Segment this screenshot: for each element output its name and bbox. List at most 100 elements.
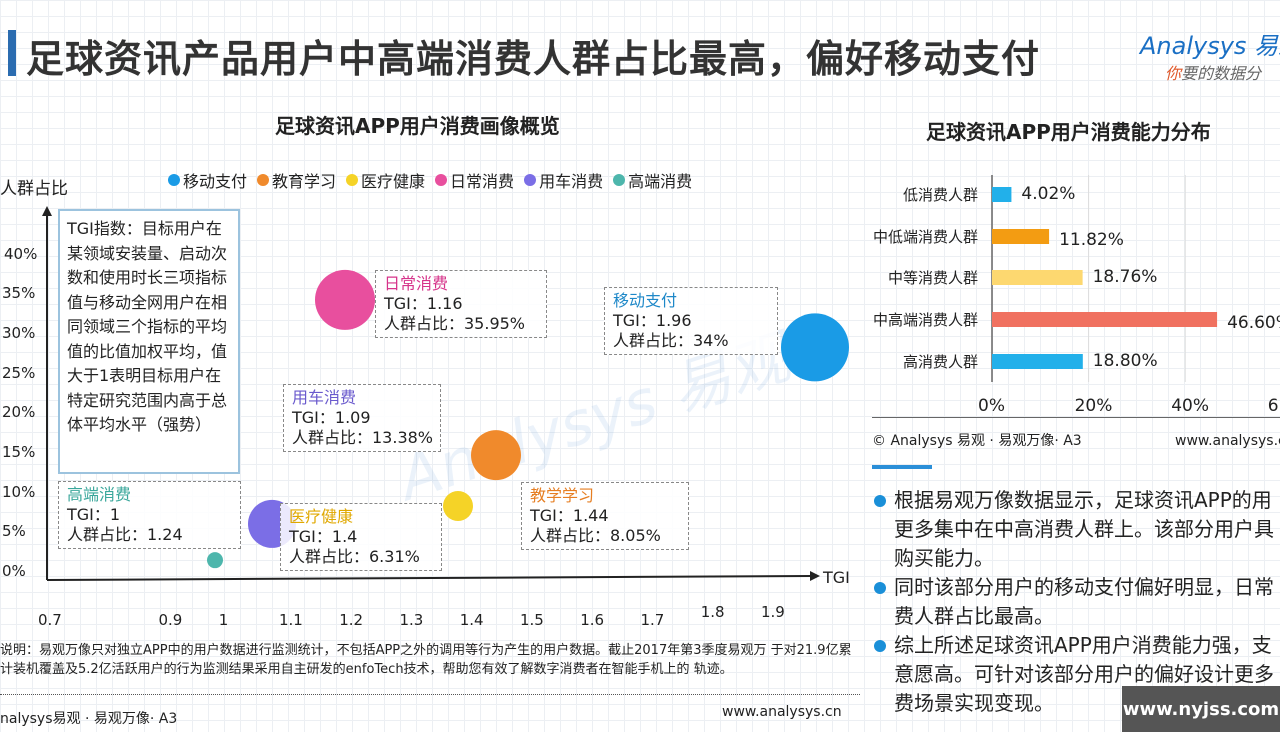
data-annotation: 日常消费 TGI：1.16 人群占比：35.95% — [375, 270, 547, 338]
bar-value-label: 46.60% — [1227, 313, 1280, 333]
legend-item: 医疗健康 — [346, 168, 425, 192]
bar-category-label: 中低端消费人群 — [872, 228, 978, 246]
annotation-tgi: TGI：1.96 — [613, 311, 692, 330]
bubble-2 — [443, 490, 473, 521]
x-tick-label: 1.5 — [520, 611, 544, 629]
bar-3 — [992, 312, 1218, 327]
logo-tagline: 你要的数据分 — [1165, 64, 1262, 83]
legend-label: 医疗健康 — [361, 172, 426, 191]
y-axis-arrow — [42, 206, 52, 216]
divider — [872, 417, 1280, 418]
legend-marker-icon — [524, 174, 537, 186]
legend-marker-icon — [168, 174, 180, 186]
y-tick-label: 0% — [2, 562, 26, 580]
annotation-share: 人群占比：1.24 — [67, 525, 183, 544]
annotation-name: 高端消费 — [67, 485, 132, 504]
x-tick-label: 1.1 — [279, 611, 303, 629]
x-tick-label: 1.8 — [700, 603, 725, 621]
annotation-tgi: TGI：1 — [67, 505, 121, 524]
y-tick-label: 30% — [2, 324, 36, 343]
bullet-icon — [874, 495, 886, 507]
data-annotation: 教学学习 TGI：1.44 人群占比：8.05% — [521, 482, 689, 550]
annotation-name: 用车消费 — [292, 388, 357, 407]
annotation-share: 人群占比：8.05% — [530, 526, 661, 545]
bubble-1 — [471, 430, 521, 481]
bar-value-label: 11.82% — [1059, 230, 1124, 250]
data-annotation: 移动支付 TGI：1.96 人群占比：34% — [604, 287, 778, 355]
bullet-icon — [874, 582, 886, 594]
annotation-tgi: TGI：1.16 — [384, 294, 463, 313]
y-tick-label: 5% — [2, 522, 26, 541]
x-axis-label: TGI — [823, 568, 850, 587]
bullet-icon — [874, 640, 886, 652]
y-tick-label: 25% — [2, 363, 36, 382]
y-tick-label: 35% — [2, 284, 36, 303]
x-tick-label: 1.3 — [399, 611, 424, 629]
legend-marker-icon — [346, 174, 359, 186]
bubble-3 — [315, 269, 375, 330]
annotation-share: 人群占比：34% — [613, 331, 729, 350]
bubble-0 — [781, 313, 849, 382]
legend-label: 教育学习 — [272, 172, 337, 191]
legend-item: 日常消费 — [435, 168, 514, 192]
legend-item: 教育学习 — [257, 168, 336, 192]
scatter-chart-title: 足球资讯APP用户消费画像概览 — [275, 114, 560, 138]
y-tick-label: 15% — [2, 443, 36, 462]
annotation-share: 人群占比：6.31% — [289, 547, 420, 566]
bar-x-tick-label: 40% — [1171, 396, 1209, 416]
bar-chart — [991, 175, 1218, 382]
bullet-item: 同时该部分用户的移动支付偏好明显，日常 费人群占比最高。 — [872, 573, 1280, 631]
x-tick-label: 0.7 — [38, 611, 62, 629]
bar-x-tick-label: 6 — [1267, 396, 1279, 416]
x-tick-label: 1.9 — [761, 603, 785, 621]
source-right: © Analysys 易观 · 易观万像· A3 — [872, 433, 1082, 449]
bar-x-tick-label: 0% — [978, 396, 1005, 416]
divider — [0, 694, 860, 695]
x-tick-label: 0.9 — [158, 611, 183, 629]
annotation-tgi: TGI：1.4 — [289, 527, 358, 546]
bar-value-label: 4.02% — [1021, 184, 1076, 204]
bar-category-label: 高消费人群 — [902, 353, 978, 371]
title-accent-bar — [8, 30, 16, 76]
bar-category-label: 中高端消费人群 — [872, 311, 978, 329]
y-axis-label: 人群占比 — [0, 179, 68, 199]
tgi-definition-box: TGI指数：目标用户在某领域安装量、启动次数和使用时长三项指标值与移动全网用户在… — [58, 209, 240, 474]
y-tick-label: 10% — [2, 482, 36, 501]
bubble-5 — [207, 552, 223, 569]
bullet-item: 综上所述足球资讯APP用户消费能力强，支 意愿高。可针对该部分用户的偏好设计更多… — [872, 631, 1280, 718]
legend-label: 日常消费 — [450, 172, 515, 191]
legend-label: 高端消费 — [628, 172, 693, 191]
x-axis-arrow — [810, 571, 820, 581]
legend-label: 用车消费 — [539, 172, 604, 191]
y-tick-label: 40% — [4, 244, 38, 263]
annotation-share: 人群占比：13.38% — [292, 428, 434, 447]
analysys-logo: Analysys 易观 — [1140, 32, 1280, 60]
x-tick-label: 1.7 — [640, 611, 665, 629]
legend-marker-icon — [257, 174, 270, 186]
bar-4 — [992, 354, 1083, 369]
bar-1 — [992, 229, 1050, 244]
legend-item: 高端消费 — [613, 168, 692, 192]
bar-chart-title: 足球资讯APP用户消费能力分布 — [926, 120, 1211, 144]
annotation-name: 移动支付 — [613, 291, 678, 310]
x-tick-label: 1 — [218, 611, 229, 629]
data-annotation: 用车消费 TGI：1.09 人群占比：13.38% — [283, 384, 441, 452]
bar-value-label: 18.80% — [1092, 351, 1158, 371]
footnote: 说明：易观万像只对独立APP中的用户数据进行监测统计，不包括APP之外的调用等行… — [0, 643, 852, 677]
bar-category-label: 中等消费人群 — [887, 269, 978, 287]
scatter-chart — [42, 206, 849, 581]
annotation-tgi: TGI：1.09 — [292, 408, 371, 427]
scatter-legend: 移动支付 教育学习 医疗健康 日常消费 用车消费 高端消费 — [168, 168, 692, 192]
page-title: 足球资讯产品用户中高端消费人群占比最高，偏好移动支付 — [26, 37, 1041, 81]
legend-marker-icon — [613, 174, 626, 186]
bar-category-label: 低消费人群 — [902, 186, 978, 204]
x-tick-label: 1.2 — [339, 611, 364, 629]
data-annotation: 高端消费 TGI：1 人群占比：1.24 — [58, 481, 241, 549]
data-annotation: 医疗健康 TGI：1.4 人群占比：6.31% — [280, 503, 442, 571]
annotation-name: 医疗健康 — [289, 507, 354, 526]
site-watermark: www.nyjss.com — [1122, 686, 1280, 732]
bullet-item: 根据易观万像数据显示，足球资讯APP的用 更多集中在中高消费人群上。该部分用户具… — [872, 486, 1280, 573]
bar-x-tick-label: 20% — [1074, 396, 1113, 416]
legend-marker-icon — [435, 174, 448, 186]
y-tick-label: 20% — [2, 403, 36, 422]
